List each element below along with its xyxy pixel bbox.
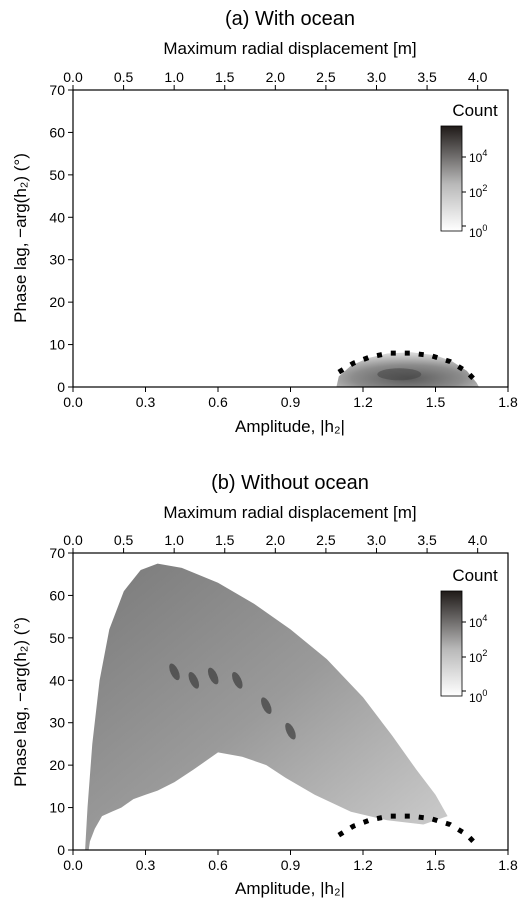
panel-a: (a) With ocean Maximum radial displaceme… [11, 8, 518, 436]
y-tick-label: 10 [49, 800, 65, 816]
colorbar-tick-label: 102 [469, 183, 487, 200]
y-tick-label: 70 [49, 82, 65, 98]
y-tick-label: 0 [57, 842, 65, 858]
top-axis-label: Maximum radial displacement [m] [163, 39, 416, 58]
x2-tick-label: 1.5 [215, 532, 235, 548]
panel-b: (b) Without ocean Maximum radial displac… [11, 472, 518, 898]
density-streak [207, 667, 219, 685]
y-tick-label: 60 [49, 587, 65, 603]
colorbar-scale [440, 125, 463, 232]
panel-title: (a) With ocean [225, 8, 355, 30]
colorbar-tick-label: 102 [469, 648, 487, 665]
x2-tick-label: 2.0 [266, 532, 286, 548]
colorbar-scale [440, 590, 463, 697]
colorbar-tick-label: 100 [469, 223, 487, 240]
y-axis-label: Phase lag, −arg(h₂) (°) [11, 153, 30, 323]
y-tick-label: 40 [49, 209, 65, 225]
x2-tick-label: 0.0 [63, 532, 83, 548]
density-streak [169, 663, 180, 681]
y-tick-label: 70 [49, 545, 65, 561]
plot-area: 0.0 0.3 0.6 0.9 1.2 1.5 1.8 0.0 0.5 1.0 1.5 2.0 2.5 3… [49, 532, 518, 873]
y-axis-label: Phase lag, −arg(h₂) (°) [11, 617, 30, 787]
x-tick-label: 0.9 [281, 857, 301, 873]
y-tick-label: 50 [49, 167, 65, 183]
x-tick-label: 0.6 [208, 857, 228, 873]
density-peak [377, 368, 422, 381]
colorbar: Count 100 102 104 [440, 101, 498, 240]
density-streak [232, 671, 243, 689]
colorbar: Count 100 102 104 [440, 566, 498, 705]
x2-tick-label: 0.0 [63, 69, 83, 85]
density-streak [261, 697, 272, 715]
reference-arc [337, 350, 481, 387]
plot-frame [72, 552, 509, 851]
x-tick-label: 1.8 [498, 394, 518, 410]
x-tick-label: 0.9 [281, 394, 301, 410]
colorbar-title: Count [452, 566, 498, 585]
x2-tick-label: 3.0 [367, 69, 387, 85]
y-tick-label: 30 [49, 252, 65, 268]
x2-tick-label: 2.5 [316, 532, 336, 548]
y-tick-label: 0 [57, 379, 65, 395]
top-axis-label: Maximum radial displacement [m] [163, 503, 416, 522]
x2-tick-label: 2.5 [316, 69, 336, 85]
y-tick-label: 20 [49, 294, 65, 310]
x-axis-label: Amplitude, |h₂| [235, 417, 345, 436]
x-tick-label: 0.3 [136, 857, 156, 873]
y-tick-label: 60 [49, 124, 65, 140]
plot-frame [72, 89, 509, 388]
y-tick-label: 40 [49, 672, 65, 688]
panel-title: (b) Without ocean [211, 472, 369, 494]
x-tick-label: 1.2 [353, 394, 373, 410]
plot-area: 0.0 0.3 0.6 0.9 1.2 1.5 1.8 0.0 0.5 1.0 1.5 2.0 2.5 3… [49, 69, 518, 410]
x2-tick-label: 2.0 [266, 69, 286, 85]
x-axis-label: Amplitude, |h₂| [235, 879, 345, 898]
x2-tick-label: 3.0 [367, 532, 387, 548]
x2-tick-label: 0.5 [114, 69, 134, 85]
x-tick-label: 1.2 [353, 857, 373, 873]
colorbar-tick-label: 104 [469, 148, 487, 165]
x-tick-label: 1.5 [426, 394, 446, 410]
y-tick-label: 50 [49, 630, 65, 646]
x-tick-label: 1.5 [426, 857, 446, 873]
x2-tick-label: 4.0 [468, 532, 488, 548]
x-tick-label: 1.8 [498, 857, 518, 873]
x-tick-label: 0.3 [136, 394, 156, 410]
x2-tick-label: 3.5 [417, 69, 437, 85]
reference-arc [337, 813, 481, 850]
x-tick-label: 0.0 [63, 857, 83, 873]
x2-tick-label: 1.0 [164, 69, 184, 85]
x2-tick-label: 3.5 [417, 532, 437, 548]
density-streak [188, 671, 200, 689]
x-tick-label: 0.6 [208, 394, 228, 410]
x2-tick-label: 0.5 [114, 532, 134, 548]
density-streak [285, 722, 296, 740]
x-tick-label: 0.0 [63, 394, 83, 410]
x2-tick-label: 1.0 [164, 532, 184, 548]
y-tick-label: 30 [49, 715, 65, 731]
colorbar-tick-label: 100 [469, 688, 487, 705]
y-tick-label: 10 [49, 337, 65, 353]
x2-tick-label: 1.5 [215, 69, 235, 85]
colorbar-title: Count [452, 101, 498, 120]
colorbar-tick-label: 104 [469, 613, 487, 630]
x2-tick-label: 4.0 [468, 69, 488, 85]
y-tick-label: 20 [49, 757, 65, 773]
